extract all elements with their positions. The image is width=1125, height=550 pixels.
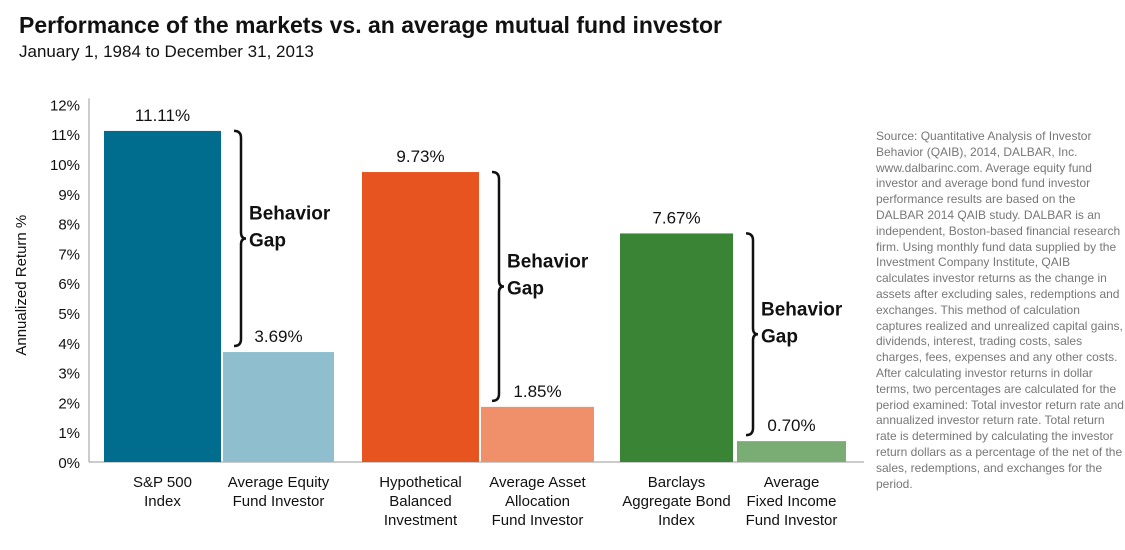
category-label: Index xyxy=(658,512,695,529)
y-tick-label: 3% xyxy=(58,366,80,383)
bar-value-label: 1.85% xyxy=(513,382,561,401)
chart-title: Performance of the markets vs. an averag… xyxy=(19,12,723,38)
y-tick-label: 11% xyxy=(51,127,80,144)
y-tick-label: 1% xyxy=(58,425,80,442)
category-label: Barclays xyxy=(648,474,706,491)
category-label: Fund Investor xyxy=(492,512,584,529)
category-label: Balanced xyxy=(389,493,452,510)
y-axis-label: Annualized Return % xyxy=(13,215,30,356)
category-label: Index xyxy=(144,493,181,510)
category-label: Fund Investor xyxy=(746,512,838,529)
y-tick-label: 5% xyxy=(58,306,80,323)
behavior-gap-brace xyxy=(745,232,759,437)
category-label: Aggregate Bond xyxy=(622,493,730,510)
behavior-gap-label: Behavior xyxy=(249,203,331,224)
source-note: Source: Quantitative Analysis of Investo… xyxy=(876,129,1124,491)
bar-value-label: 0.70% xyxy=(767,416,815,435)
category-label: S&P 500 xyxy=(133,474,192,491)
category-label: Fund Investor xyxy=(233,493,325,510)
bar-value-label: 9.73% xyxy=(396,147,444,166)
category-label: Fixed Income xyxy=(746,493,836,510)
behavior-gap-label: Gap xyxy=(507,278,544,299)
y-tick-label: 4% xyxy=(58,336,80,353)
category-label: Allocation xyxy=(505,493,570,510)
y-tick-label: 8% xyxy=(58,217,80,234)
y-tick-label: 6% xyxy=(58,276,80,293)
category-label: Hypothetical xyxy=(379,474,462,491)
category-label: Average Asset xyxy=(489,474,586,491)
behavior-gap-label: Behavior xyxy=(761,299,843,320)
y-tick-label: 12% xyxy=(50,97,80,114)
y-tick-label: 10% xyxy=(50,157,80,174)
behavior-gap-label: Behavior xyxy=(507,251,589,272)
bar-value-label: 3.69% xyxy=(254,327,302,346)
chart-subtitle: January 1, 1984 to December 31, 2013 xyxy=(19,42,314,61)
bar xyxy=(481,406,594,462)
category-label: Average xyxy=(764,474,820,491)
behavior-gap-label: Gap xyxy=(761,326,798,347)
behavior-gap-brace xyxy=(233,129,247,348)
bar-chart: 0% 1% 2% 3% 4% 5% 6% 7% 8% 9% 10% 11% 12% Annualized … xyxy=(13,97,864,529)
behavior-gap-label: Gap xyxy=(249,230,286,251)
bar xyxy=(104,130,221,462)
y-tick-label: 2% xyxy=(58,395,80,412)
bar-value-label: 7.67% xyxy=(652,208,700,227)
bar xyxy=(737,441,846,462)
bar-value-label: 11.11% xyxy=(135,106,190,125)
bar xyxy=(223,352,334,462)
y-tick-label: 0% xyxy=(58,455,80,472)
bar xyxy=(362,172,479,462)
category-label: Investment xyxy=(384,512,458,529)
category-label: Average Equity xyxy=(228,474,330,491)
y-tick-label: 9% xyxy=(58,187,80,204)
y-tick-label: 7% xyxy=(58,246,80,263)
behavior-gap-brace xyxy=(491,170,505,403)
bar xyxy=(620,233,733,462)
